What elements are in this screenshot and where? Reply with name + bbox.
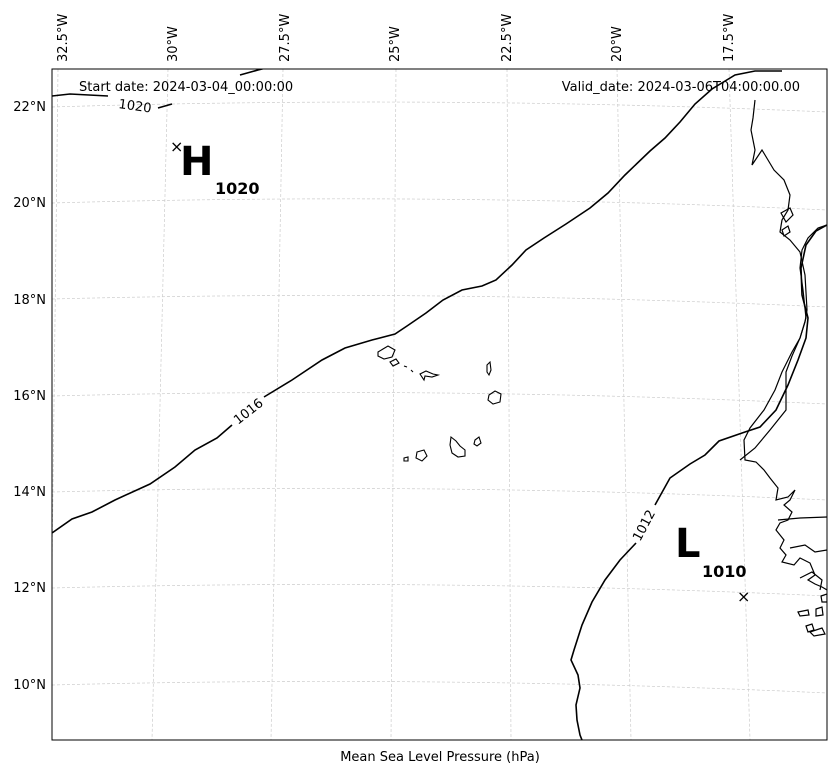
map-frame xyxy=(51,68,828,741)
island-santa-luzia xyxy=(403,365,408,368)
island-sao-vicente xyxy=(389,358,400,367)
meridian xyxy=(390,69,397,740)
lat-label: 16°N xyxy=(13,389,46,404)
parallel xyxy=(52,488,827,501)
lat-label: 20°N xyxy=(13,196,46,211)
parallel xyxy=(52,584,827,597)
lon-label: 27.5°W xyxy=(278,14,293,62)
lon-label: 30°W xyxy=(166,26,181,62)
lon-label: 20°W xyxy=(610,26,625,62)
isobar-label-1016: 1016 xyxy=(231,396,266,428)
lat-label: 12°N xyxy=(13,581,46,596)
isobar-1012 xyxy=(570,224,827,740)
lon-label: 17.5°W xyxy=(722,14,737,62)
coastline xyxy=(739,99,827,637)
coast-detail xyxy=(797,609,810,617)
parallel xyxy=(52,681,827,694)
coast-detail xyxy=(808,627,826,637)
valid-date: Valid_date: 2024-03-06T04:00:00.00 xyxy=(562,80,800,95)
island-boa-vista xyxy=(487,390,502,405)
meridian xyxy=(151,69,169,740)
coast-detail xyxy=(815,606,824,617)
coast-detail xyxy=(805,623,815,633)
meridian xyxy=(270,69,284,740)
isobar-1016 xyxy=(52,70,782,534)
high-center-value: 1020 xyxy=(215,179,260,198)
low-pressure-center: L 1010 × xyxy=(675,521,750,606)
low-center-letter: L xyxy=(675,521,701,567)
start-date: Start date: 2024-03-04_00:00:00 xyxy=(79,80,293,95)
coast-detail xyxy=(780,207,794,223)
x-axis-label: Mean Sea Level Pressure (hPa) xyxy=(340,750,540,765)
meridian xyxy=(52,69,59,602)
lat-label: 10°N xyxy=(13,678,46,693)
coast-detail xyxy=(789,544,827,553)
parallel xyxy=(52,101,827,113)
high-pressure-center: × H 1020 xyxy=(170,137,260,198)
africa-coast-inner xyxy=(739,99,808,461)
island-islets xyxy=(410,369,414,373)
coast-detail xyxy=(777,516,827,521)
isobar-1020-top xyxy=(239,69,266,76)
longitude-labels: 32.5°W 30°W 27.5°W 25°W 22.5°W 20°W 17.5… xyxy=(56,14,737,62)
isobar-1020 xyxy=(52,93,173,109)
lat-label: 22°N xyxy=(13,100,46,115)
coast-detail xyxy=(799,571,823,591)
high-center-letter: H xyxy=(180,139,213,185)
low-center-marker: × xyxy=(737,587,750,606)
parallel xyxy=(52,295,827,308)
coast-detail xyxy=(781,225,791,237)
meridian xyxy=(506,69,512,740)
island-brava xyxy=(403,456,409,462)
island-fogo xyxy=(415,449,428,462)
lon-label: 22.5°W xyxy=(500,14,515,62)
isobars xyxy=(52,69,827,740)
island-sao-nicolau xyxy=(419,370,441,382)
latitude-labels: 22°N 20°N 18°N 16°N 14°N 12°N 10°N xyxy=(13,100,46,693)
isobar-label-1012: 1012 xyxy=(630,508,659,544)
parallel xyxy=(52,392,827,405)
island-sal xyxy=(486,360,492,377)
lon-label: 25°W xyxy=(388,26,403,62)
high-center-marker: × xyxy=(170,137,183,156)
island-santo-antao xyxy=(377,345,396,360)
lat-label: 18°N xyxy=(13,293,46,308)
isobar-label-1020: 1020 xyxy=(117,97,152,116)
graticule xyxy=(52,69,827,740)
island-santiago xyxy=(449,435,466,458)
coast-detail xyxy=(820,593,827,603)
low-center-value: 1010 xyxy=(702,562,747,581)
cape-verde-islands xyxy=(377,345,502,462)
meridian xyxy=(728,69,751,740)
lon-label: 32.5°W xyxy=(56,14,71,62)
parallel xyxy=(52,198,827,211)
lat-label: 14°N xyxy=(13,485,46,500)
meridian xyxy=(616,69,632,740)
island-maio xyxy=(473,436,482,447)
